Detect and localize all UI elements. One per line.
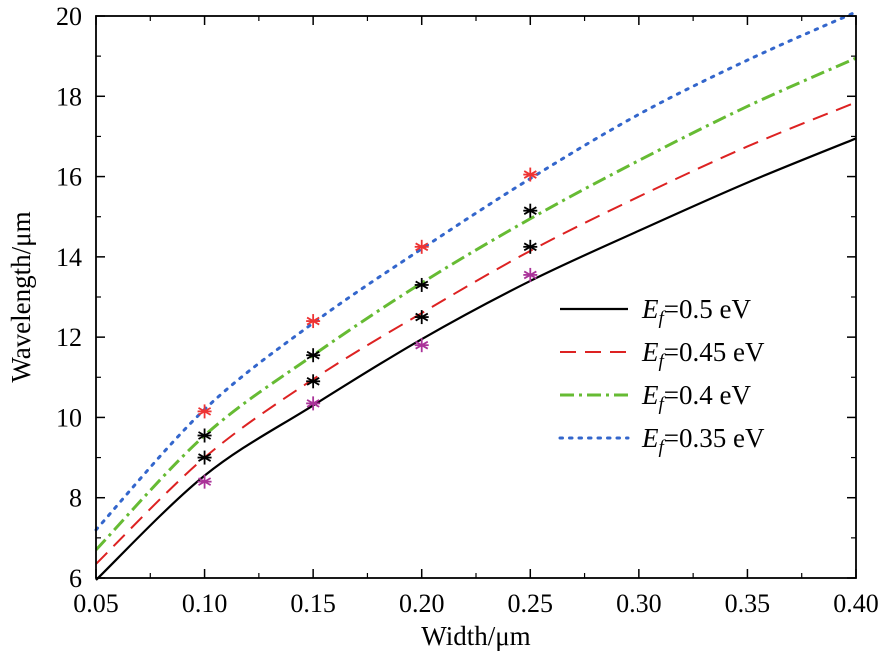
legend-item: Ef=0.5 eV: [560, 294, 751, 329]
x-tick-label: 0.05: [73, 589, 119, 618]
data-point-marker: [306, 348, 321, 363]
x-tick-label: 0.35: [725, 589, 771, 618]
data-point-marker: [523, 167, 538, 182]
data-point-marker: [523, 267, 538, 282]
data-point-marker: [197, 404, 212, 419]
data-point-marker: [523, 203, 538, 218]
y-tick-label: 12: [56, 323, 82, 352]
x-tick-label: 0.15: [290, 589, 336, 618]
x-tick-label: 0.40: [833, 589, 879, 618]
data-point-marker: [197, 474, 212, 489]
legend-label: Ef=0.5 eV: [641, 294, 751, 329]
x-axis-title: Width/μm: [421, 621, 530, 651]
y-tick-label: 6: [69, 564, 82, 593]
data-point-marker: [306, 374, 321, 389]
legend-label: Ef=0.35 eV: [641, 423, 765, 458]
x-tick-label: 0.30: [616, 589, 662, 618]
tick-labels: 0.05 0.10 0.15 0.20 0.25 0.30 0.35 0.40 6 8 10 12 14…: [56, 2, 879, 618]
axis-ticks: [95, 15, 857, 579]
y-tick-label: 10: [56, 403, 82, 432]
data-point-marker: [197, 450, 212, 465]
data-point-marker: [523, 239, 538, 254]
legend-item: Ef=0.35 eV: [558, 423, 765, 458]
y-tick-label: 16: [56, 163, 82, 192]
legend-item: Ef=0.45 eV: [560, 337, 765, 372]
legend-label: Ef=0.4 eV: [641, 380, 751, 415]
y-tick-label: 18: [56, 82, 82, 111]
legend-item: Ef=0.4 eV: [560, 380, 751, 415]
series-line: [94, 10, 858, 532]
data-point-marker: [414, 239, 429, 254]
series-markers: [197, 167, 538, 489]
x-tick-label: 0.25: [508, 589, 554, 618]
y-axis-title: Wavelength/μm: [6, 211, 36, 382]
x-tick-label: 0.10: [182, 589, 228, 618]
series-line: [95, 101, 857, 565]
data-point-marker: [306, 396, 321, 411]
y-tick-label: 14: [56, 243, 82, 272]
legend: Ef=0.5 eV Ef=0.45 eV Ef=0.4 eV Ef=0.35 e…: [558, 294, 765, 458]
y-tick-label: 8: [69, 484, 82, 513]
data-point-marker: [414, 310, 429, 325]
x-tick-label: 0.20: [399, 589, 445, 618]
data-point-marker: [414, 277, 429, 292]
data-point-marker: [306, 314, 321, 329]
data-point-marker: [197, 428, 212, 443]
data-point-marker: [414, 338, 429, 353]
legend-label: Ef=0.45 eV: [641, 337, 765, 372]
y-tick-label: 20: [56, 2, 82, 31]
